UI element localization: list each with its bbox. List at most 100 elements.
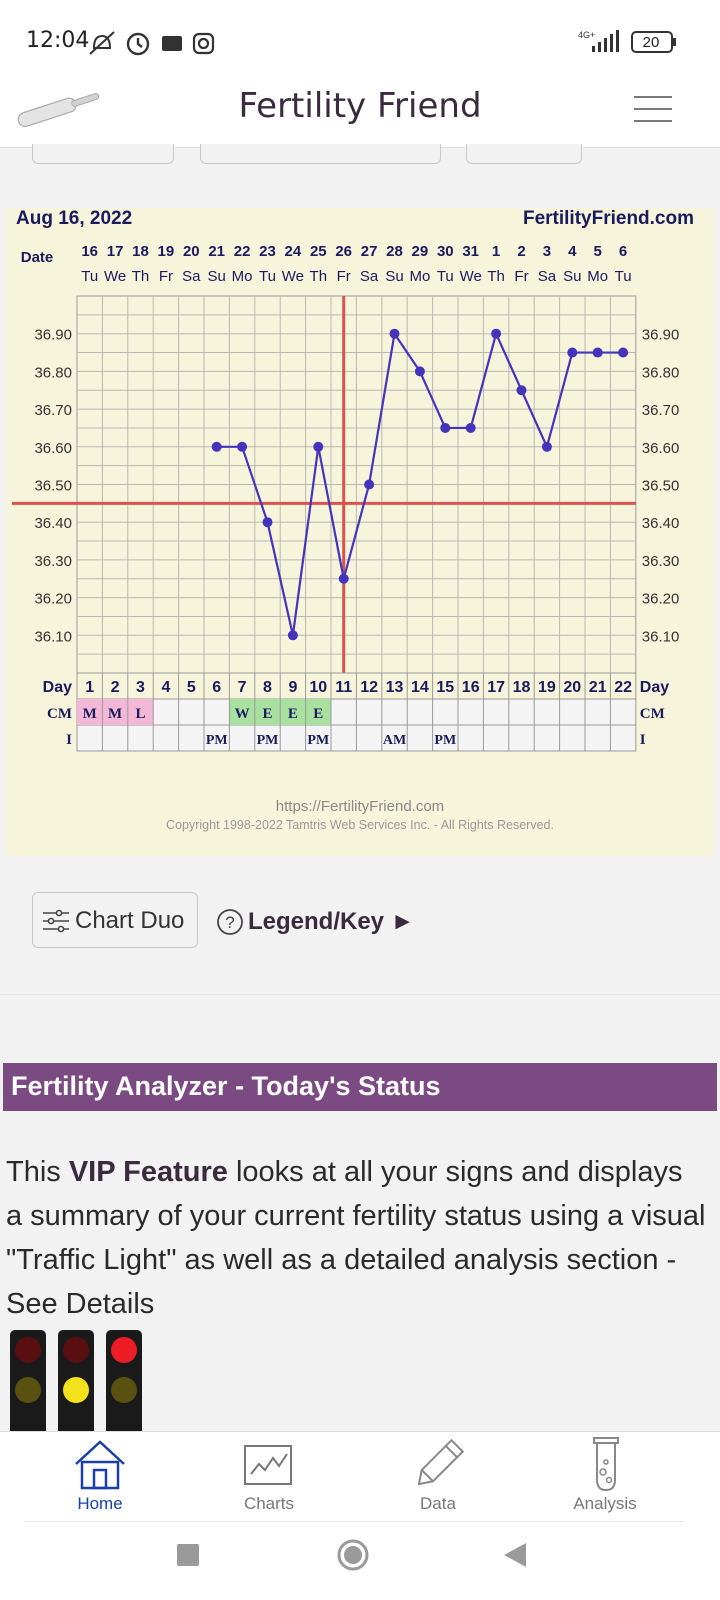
- y-tick-label: 36.70: [34, 402, 72, 419]
- date-picker-button[interactable]: [32, 144, 174, 164]
- date-label: 30: [437, 243, 454, 260]
- hamburger-menu-icon[interactable]: [632, 94, 674, 124]
- weekday-label: Su: [563, 268, 581, 285]
- y-tick-label-right: 36.40: [642, 515, 680, 532]
- traffic-lights: [8, 1328, 148, 1431]
- analyzer-description[interactable]: This VIP Feature looks at all your signs…: [6, 1150, 706, 1326]
- test-tube-icon: [593, 1437, 619, 1492]
- nav-data[interactable]: Data: [348, 1432, 528, 1522]
- date-label: 27: [361, 243, 378, 260]
- weekday-label: Mo: [587, 268, 608, 285]
- row-label-right: CM: [640, 706, 665, 722]
- weekday-label: Th: [132, 268, 150, 285]
- temperature-line: [241, 446, 269, 523]
- y-tick-label-right: 36.60: [642, 440, 680, 457]
- network-type: 4G+: [578, 30, 596, 40]
- chart-footer-url: https://FertilityFriend.com: [275, 798, 445, 815]
- weekday-label: Th: [487, 268, 505, 285]
- temperature-line: [520, 389, 548, 448]
- signal-icon: [592, 30, 619, 52]
- cm-value: E: [262, 706, 272, 722]
- chart-duo-button[interactable]: Chart Duo: [32, 892, 198, 948]
- temperature-point: [414, 366, 425, 377]
- divider: [24, 1521, 684, 1522]
- home-button[interactable]: [336, 1538, 370, 1572]
- day-number: 7: [238, 679, 247, 696]
- row-label: I: [66, 732, 72, 748]
- cm-cell: [254, 699, 281, 725]
- day-number: 5: [187, 679, 196, 696]
- date-label: 23: [259, 243, 276, 260]
- nav-data-label: Data: [420, 1494, 456, 1513]
- nav-charts[interactable]: Charts: [179, 1432, 359, 1522]
- temperature-point: [592, 347, 603, 358]
- thermometer-icon[interactable]: [10, 84, 104, 130]
- home-icon: [75, 1440, 125, 1490]
- chart-date: Aug 16, 2022: [16, 208, 133, 229]
- traffic-light-icon: [58, 1330, 94, 1431]
- date-label: 6: [619, 243, 627, 260]
- y-tick-label: 36.20: [34, 591, 72, 608]
- day-number: 12: [360, 679, 378, 696]
- cm-value: W: [235, 706, 250, 722]
- legend-key-label: Legend/Key ►: [248, 908, 415, 935]
- weekday-label: Sa: [538, 268, 557, 285]
- date-label: 17: [107, 243, 124, 260]
- temperature-point: [338, 573, 349, 584]
- cm-cell: [127, 699, 154, 725]
- chart-selector[interactable]: [200, 144, 441, 164]
- temperature-line: [291, 446, 320, 636]
- calendar-button[interactable]: [466, 144, 582, 164]
- y-tick-label-right: 36.70: [642, 402, 680, 419]
- temperature-line: [495, 333, 523, 391]
- legend-key-link[interactable]: ? Legend/Key ►: [216, 906, 456, 938]
- weekday-label: Tu: [437, 268, 454, 285]
- weekday-label: Fr: [337, 268, 351, 285]
- weekday-label: We: [104, 268, 126, 285]
- day-number: 19: [538, 679, 556, 696]
- temperature-point: [440, 422, 451, 433]
- pencil-icon: [417, 1438, 465, 1486]
- weekday-label: Sa: [360, 268, 379, 285]
- weekday-label: Su: [208, 268, 226, 285]
- fertility-chart[interactable]: Aug 16, 2022 FertilityFriend.com Date 16 1…: [6, 208, 714, 856]
- y-tick-label: 36.90: [34, 327, 72, 344]
- intercourse-value: PM: [257, 733, 279, 748]
- analyzer-text-body: looks at all your signs and displays a s…: [6, 1156, 706, 1320]
- temperature-point: [516, 385, 527, 396]
- weekday-label: Fr: [159, 268, 173, 285]
- weekday-label: We: [460, 268, 482, 285]
- date-label: 1: [492, 243, 500, 260]
- date-label: 19: [158, 243, 175, 260]
- temperature-line: [545, 352, 574, 448]
- day-number: 22: [614, 679, 632, 696]
- back-button[interactable]: [502, 1541, 528, 1569]
- recents-button[interactable]: [177, 1544, 199, 1566]
- day-number: 15: [436, 679, 454, 696]
- cm-cell: [229, 699, 255, 725]
- nav-home[interactable]: Home: [10, 1432, 190, 1522]
- weekday-label: Tu: [615, 268, 632, 285]
- temperature-point: [313, 441, 324, 452]
- cm-cell: [305, 699, 331, 725]
- date-label: 4: [568, 243, 577, 260]
- traffic-light-icon: [10, 1330, 46, 1431]
- y-tick-label-right: 36.30: [642, 553, 680, 570]
- date-label: 29: [412, 243, 429, 260]
- sim-card-icon: [162, 36, 182, 51]
- date-label: 21: [208, 243, 225, 260]
- signal-battery-icons: [592, 30, 676, 53]
- y-tick-label: 36.30: [34, 553, 72, 570]
- temperature-point: [491, 328, 502, 339]
- temperature-point: [211, 441, 222, 452]
- svg-text:?: ?: [225, 913, 234, 932]
- date-row-label: Date: [21, 249, 54, 266]
- alarm-icon: [126, 32, 150, 56]
- day-number: 17: [487, 679, 505, 696]
- day-number: 2: [111, 679, 120, 696]
- nav-analysis[interactable]: Analysis: [515, 1432, 695, 1522]
- temperature-line: [418, 370, 447, 429]
- intercourse-value: AM: [383, 733, 406, 748]
- weekday-label: Mo: [409, 268, 430, 285]
- temperature-point: [237, 441, 248, 452]
